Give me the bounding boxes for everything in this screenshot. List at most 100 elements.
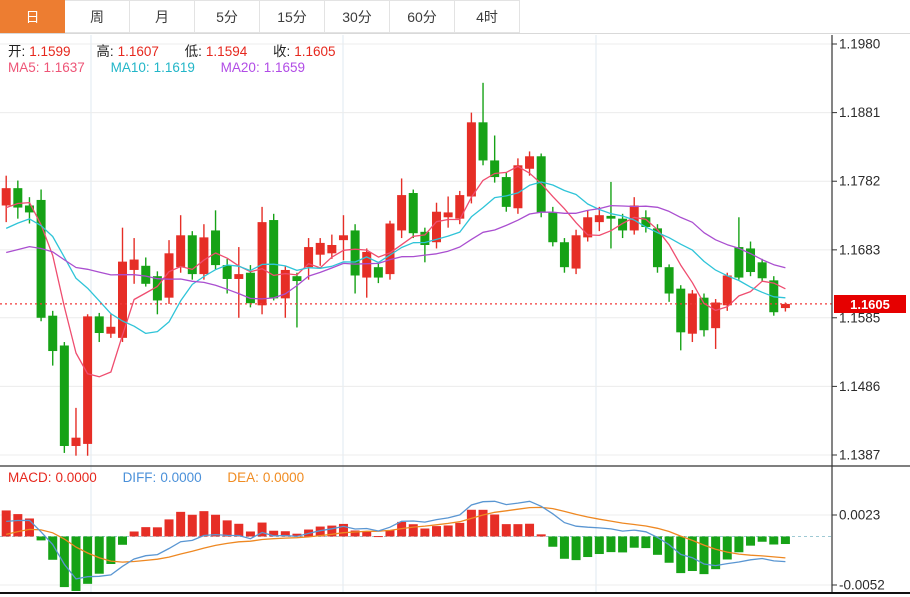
candle-up [583,217,593,238]
candle-down [269,220,279,299]
tab-day[interactable]: 日 [0,0,65,33]
tab-month[interactable]: 月 [130,0,195,33]
macd-bar [141,527,151,537]
macd-bar [746,536,756,546]
candle-up [455,195,465,219]
dea-line [6,506,786,563]
macd-bar [164,519,174,537]
candle-up [397,195,407,231]
candle-up [466,122,476,197]
ma20-label: MA20: [220,60,260,75]
y-axis-tick-label: 1.1486 [839,379,880,394]
candle-down [59,345,69,446]
ma5-value: 1.1637 [43,60,85,75]
candle-down [548,212,558,243]
macd-bar [699,536,709,575]
candle-up [385,223,395,275]
macd-bar [571,536,581,561]
macd-bar [664,536,674,563]
macd-bar [443,525,453,537]
candle-up [722,275,732,306]
macd-bar [432,526,442,537]
macd-bar [24,518,34,537]
macd-bar [606,536,616,553]
macd-bar [757,536,767,542]
candle-up [304,247,314,268]
macd-bar [338,523,348,537]
candles-layer [1,82,790,456]
candle-up [513,165,523,209]
candle-down [490,160,500,178]
macd-bar [501,524,511,537]
macd-bar [769,536,779,545]
macd-bar [187,514,197,537]
macd-bar [118,536,127,545]
candle-down [222,265,232,279]
macd-bar [1,510,11,537]
candle-down [652,228,662,268]
macd-bar [548,536,558,547]
last-price-badge: 1.1605 [834,295,906,313]
macd-bar [71,536,81,591]
macd-bar [629,536,639,548]
candle-up [525,156,535,169]
tab-week[interactable]: 周 [65,0,130,33]
candle-down [24,205,34,213]
macd-bar [734,536,744,553]
candle-down [420,231,430,245]
tab-30min[interactable]: 30分 [325,0,390,33]
candle-up [780,303,790,309]
candle-down [734,247,744,278]
macd-bar [536,534,546,537]
ma20-value: 1.1659 [263,60,305,75]
macd-bar [594,536,604,555]
macd-bar [94,536,104,574]
candle-down [350,230,360,276]
macd-bar [780,536,790,545]
tab-60min[interactable]: 60分 [390,0,455,33]
candle-up [1,188,11,206]
macd-bar [722,536,732,560]
macd-bar [559,536,569,559]
candle-up [362,251,372,278]
candle-down [641,217,651,227]
low-label: 低: [184,44,202,59]
y-axis-tick-label: 1.1980 [839,37,880,52]
macd-value: 0.0000 [55,470,97,485]
y-axis-tick-label: 1.1683 [839,242,880,257]
tab-15min[interactable]: 15分 [260,0,325,33]
candle-up [327,244,337,254]
open-label: 开: [8,44,26,59]
macd-bar [420,528,430,537]
high-label: 高: [96,44,114,59]
ohlc-legend: 开: 1.1599 高: 1.1607 低: 1.1594 收: 1.1605 [8,40,340,60]
candle-up [234,274,244,279]
candle-down [559,242,569,268]
diff-value: 0.0000 [160,470,202,485]
price-axis-ticks: 1.1980 1.1881 1.1782 1.1683 1.1585 1.1486 1.13… [832,37,880,463]
macd-bar [478,509,488,537]
high-value: 1.1607 [117,44,159,59]
macd-bar [234,523,244,537]
macd-bar [490,514,500,537]
candle-up [83,316,93,444]
candle-up [571,235,581,269]
macd-bar [176,511,186,537]
candle-up [280,269,290,299]
tab-4hour[interactable]: 4时 [455,0,520,33]
candle-down [141,265,151,284]
macd-bar [48,536,58,560]
candle-down [211,230,221,266]
candle-down [676,288,686,333]
macd-bar [350,530,360,537]
ma-lines-layer [5,165,786,378]
open-value: 1.1599 [29,44,71,59]
candle-down [664,267,674,294]
tab-5min[interactable]: 5分 [195,0,260,33]
macd-legend: MACD: 0.0000 DIFF: 0.0000 DEA: 0.0000 [8,470,308,485]
macd-bar [59,536,69,588]
macd-bar [280,531,290,537]
ma10-value: 1.1619 [153,60,195,75]
